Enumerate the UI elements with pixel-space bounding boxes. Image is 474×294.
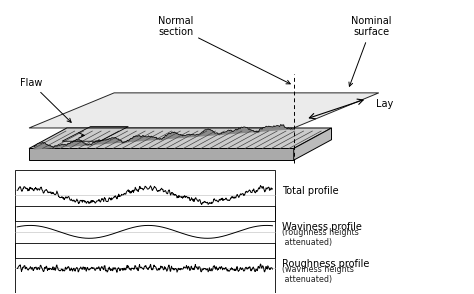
Text: (waviness heights
 attenuated): (waviness heights attenuated) [282, 265, 354, 284]
Text: Waviness profile: Waviness profile [282, 223, 362, 233]
Polygon shape [294, 128, 331, 160]
Text: Roughness profile: Roughness profile [282, 259, 369, 269]
Text: Normal
section: Normal section [158, 16, 290, 84]
Polygon shape [29, 128, 331, 148]
Text: (roughness heights
 attenuated): (roughness heights attenuated) [282, 228, 359, 248]
Text: Lay: Lay [376, 99, 394, 109]
Bar [15, 243, 275, 294]
Text: Nominal
surface: Nominal surface [349, 16, 392, 86]
Polygon shape [29, 93, 379, 128]
Polygon shape [29, 148, 294, 160]
Text: Flaw: Flaw [19, 78, 71, 122]
Text: Total profile: Total profile [282, 186, 338, 196]
Bar [15, 206, 275, 258]
Bar [15, 170, 275, 221]
